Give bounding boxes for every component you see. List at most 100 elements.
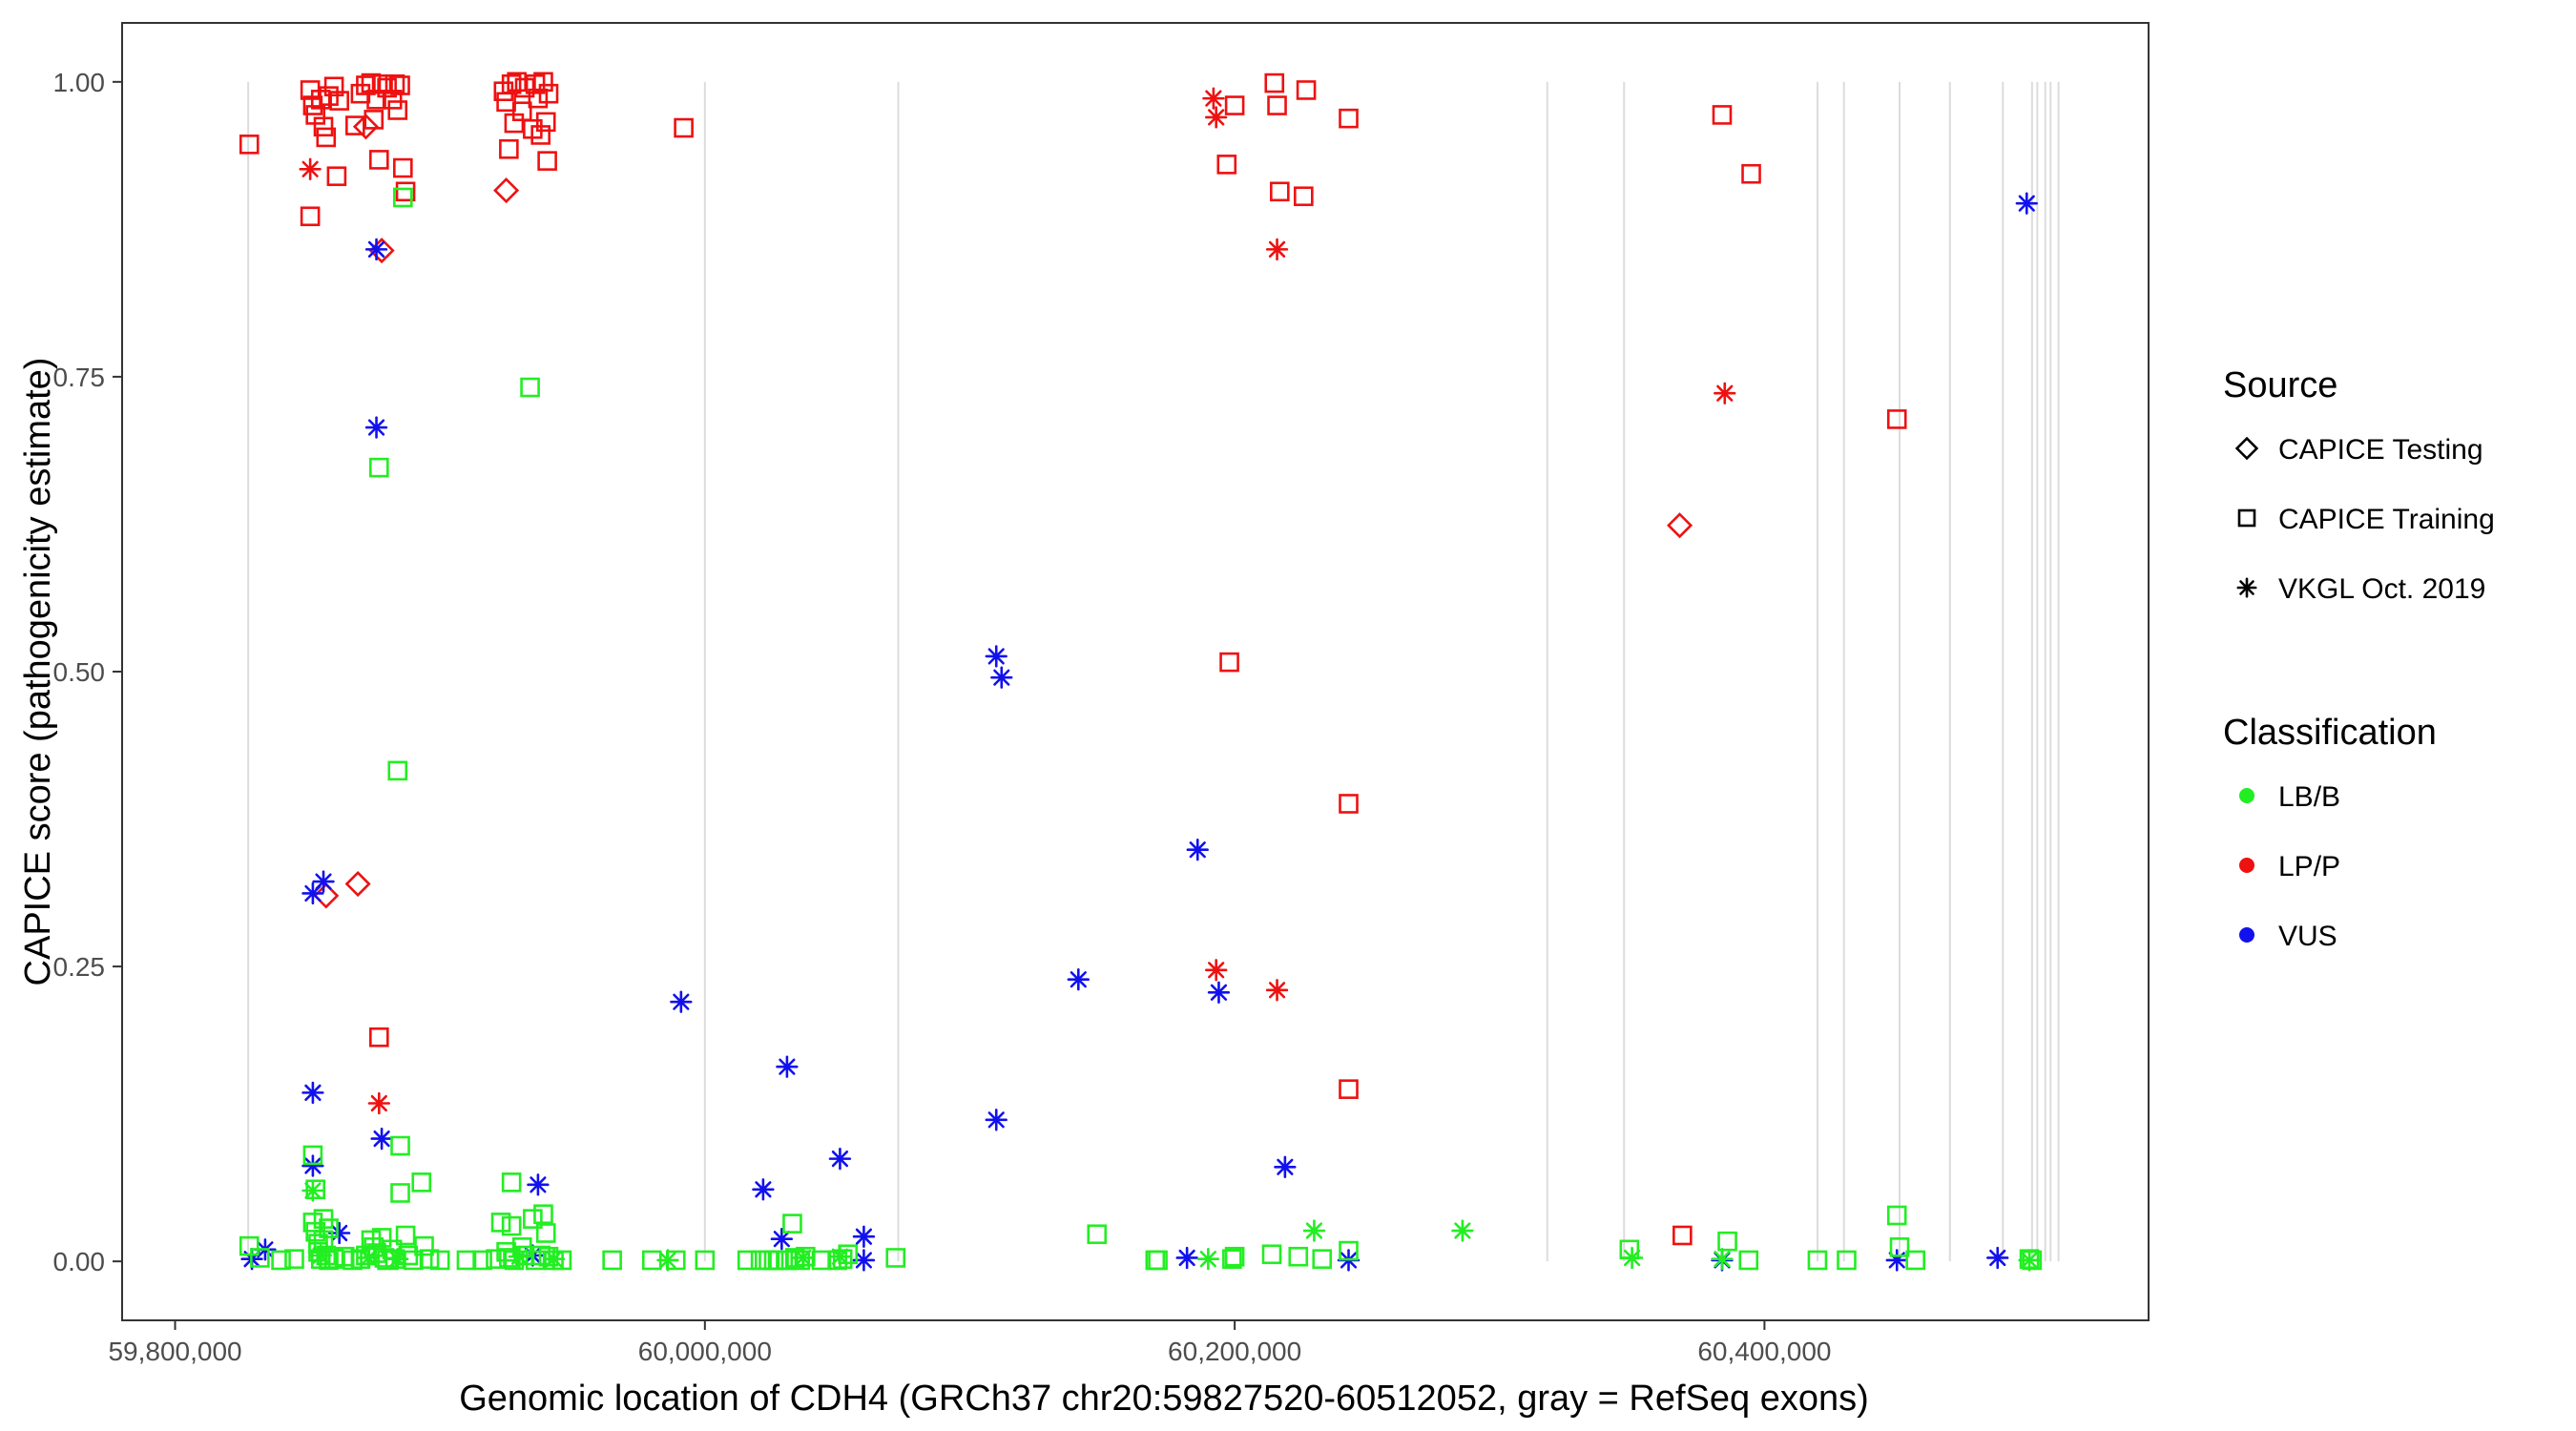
marker-stroke xyxy=(2021,1252,2038,1269)
point-training-lbb xyxy=(419,1249,440,1270)
marker-stroke xyxy=(993,669,1010,686)
marker-stroke xyxy=(1199,1251,1216,1268)
point-training-lbb xyxy=(665,1250,686,1271)
marker-stroke xyxy=(1208,962,1225,979)
point-training-lpp xyxy=(369,150,389,170)
marker-stroke xyxy=(1178,1249,1195,1267)
point-training-lbb xyxy=(811,1250,832,1271)
marker-stroke xyxy=(304,1157,322,1174)
point-training-lbb xyxy=(790,1250,811,1271)
point-training-lbb xyxy=(501,1215,522,1236)
marker-stroke xyxy=(373,1130,390,1148)
point-training-lpp xyxy=(316,127,337,148)
point-training-lbb xyxy=(1905,1250,1925,1271)
point-testing-lpp xyxy=(352,114,379,140)
point-vkgl-vus xyxy=(364,238,388,261)
point-vkgl-vus xyxy=(1274,1155,1297,1178)
point-vkgl-vus xyxy=(527,1173,550,1196)
point-training-lpp xyxy=(514,77,535,98)
point-training-lbb xyxy=(796,1246,816,1267)
point-vkgl-vus xyxy=(2015,192,2038,215)
point-training-lpp xyxy=(1339,1079,1359,1099)
legend-classification-entries: LB/B LP/P VUS xyxy=(2239,781,2340,952)
y-tick-label: 0.00 xyxy=(53,1247,106,1276)
point-training-lpp xyxy=(326,166,347,187)
marker-stroke xyxy=(779,1058,796,1075)
point-training-lbb xyxy=(520,377,540,398)
legend-title-source: Source xyxy=(2223,365,2337,405)
marker-stroke xyxy=(1454,1222,1471,1239)
point-testing-lpp xyxy=(344,871,371,898)
point-training-lpp xyxy=(356,75,376,95)
y-axis-title: CAPICE score (pathogenicity estimate) xyxy=(18,358,58,986)
marker-stroke xyxy=(987,648,1005,665)
point-training-lbb xyxy=(1148,1250,1168,1271)
point-training-lbb xyxy=(302,1145,323,1166)
point-training-lbb xyxy=(1312,1249,1333,1270)
marker-stroke xyxy=(530,1176,547,1193)
point-vkgl-lbb xyxy=(1711,1248,1734,1271)
marker-stroke xyxy=(1268,240,1286,259)
point-training-lbb xyxy=(1717,1231,1737,1252)
legend-source-training-icon xyxy=(2237,508,2256,528)
point-training-lbb xyxy=(490,1213,511,1233)
point-training-lbb xyxy=(305,1179,325,1200)
point-training-lbb xyxy=(472,1250,492,1271)
point-training-lbb xyxy=(885,1248,906,1268)
point-training-lpp xyxy=(1270,181,1290,202)
point-training-lbb xyxy=(533,1204,553,1225)
marker-stroke xyxy=(1070,971,1087,988)
marker-stroke xyxy=(855,1252,873,1269)
point-training-lpp xyxy=(387,100,408,120)
point-training-lpp xyxy=(393,157,413,178)
point-training-lpp xyxy=(511,101,532,122)
marker-stroke xyxy=(987,1111,1005,1129)
marker-stroke xyxy=(1268,982,1286,999)
point-training-lbb xyxy=(319,1218,339,1238)
point-vkgl-vus xyxy=(301,1081,324,1105)
marker-stroke xyxy=(1989,1249,2006,1267)
point-training-lbb xyxy=(486,1249,506,1270)
point-training-lbb xyxy=(369,457,389,478)
point-training-lbb xyxy=(404,1250,424,1271)
point-training-lpp xyxy=(1339,794,1359,814)
y-tick-label: 0.75 xyxy=(53,363,106,392)
x-axis-title: Genomic location of CDH4 (GRCh37 chr20:5… xyxy=(459,1379,1869,1419)
point-training-lbb xyxy=(384,1249,405,1270)
marker-stroke xyxy=(304,1084,322,1102)
point-training-lbb xyxy=(323,1249,344,1270)
legend-class-vus-label: VUS xyxy=(2278,921,2337,952)
point-training-lbb xyxy=(429,1250,450,1271)
point-training-lbb xyxy=(1261,1244,1282,1265)
point-vkgl-lpp xyxy=(367,1091,390,1115)
x-tick-label: 60,000,000 xyxy=(638,1337,772,1366)
marker-stroke xyxy=(370,1094,387,1112)
point-training-lpp xyxy=(499,138,519,159)
point-vkgl-vus xyxy=(670,990,693,1013)
point-training-lbb xyxy=(2022,1250,2043,1271)
point-training-lpp xyxy=(239,135,260,155)
point-training-lbb xyxy=(499,1248,519,1268)
point-training-lbb xyxy=(395,1225,416,1246)
point-training-lpp xyxy=(1886,409,1907,429)
point-vkgl-vus xyxy=(1175,1246,1198,1270)
point-training-lpp xyxy=(395,181,416,202)
marker-stroke xyxy=(1277,1158,1294,1175)
marker-stroke xyxy=(1714,1251,1731,1268)
point-vkgl-lpp xyxy=(1265,238,1289,261)
y-axis: 0.00 0.25 0.50 0.75 1.00 xyxy=(53,68,122,1276)
marker-stroke xyxy=(315,873,332,890)
point-training-lpp xyxy=(345,115,365,135)
marker-stroke xyxy=(1208,109,1225,126)
marker-stroke xyxy=(831,1150,849,1168)
point-training-lpp xyxy=(1339,108,1359,129)
point-training-lbb xyxy=(1619,1239,1640,1260)
point-training-lpp xyxy=(329,91,349,111)
x-tick-label: 60,400,000 xyxy=(1697,1337,1831,1366)
point-training-lpp xyxy=(1672,1225,1693,1246)
point-vkgl-lpp xyxy=(299,157,322,180)
point-vkgl-lpp xyxy=(1714,382,1736,404)
marker-stroke xyxy=(1189,841,1206,859)
point-training-lpp xyxy=(537,151,557,171)
marker-stroke xyxy=(2018,195,2035,212)
